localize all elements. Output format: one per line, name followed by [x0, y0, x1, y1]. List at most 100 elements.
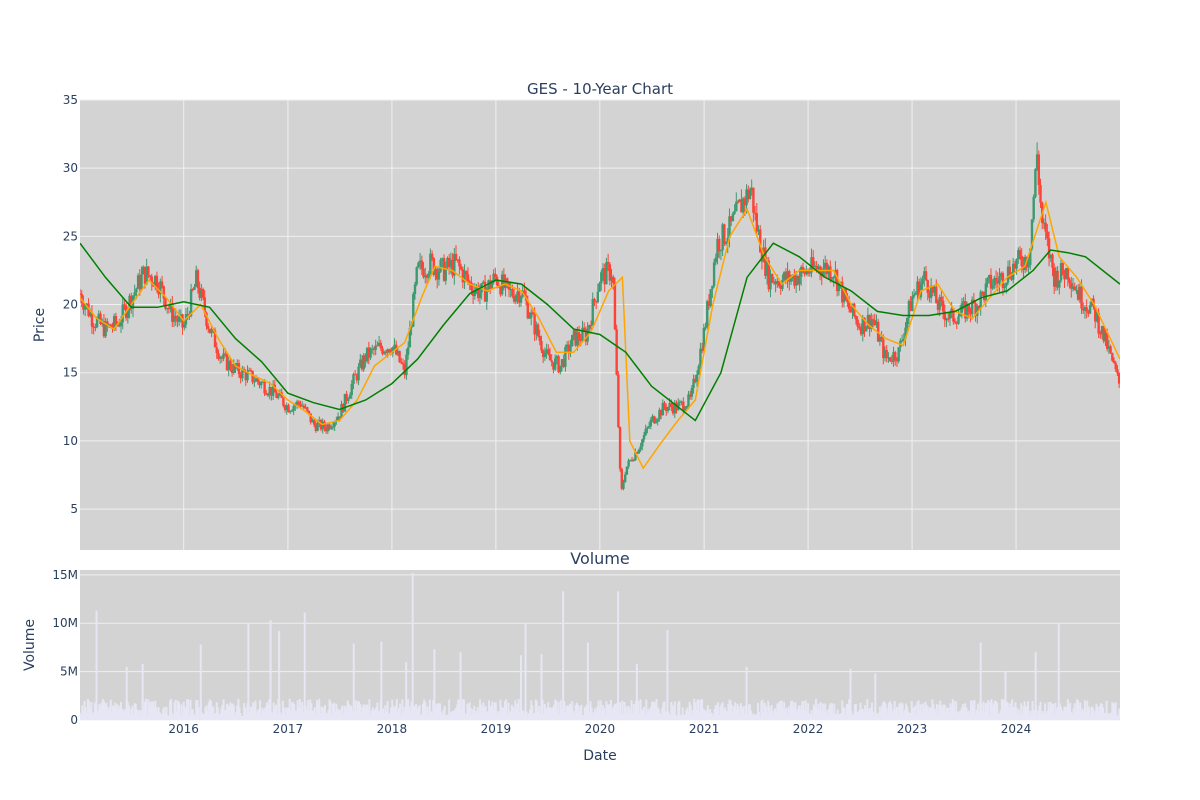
candle-body [718, 238, 721, 252]
volume-bar [706, 705, 709, 720]
volume-bar [576, 704, 579, 720]
volume-bar [539, 714, 542, 720]
candle-body [1100, 326, 1104, 334]
volume-chart-title: Volume [570, 549, 630, 568]
volume-bar [467, 706, 470, 720]
volume-bar [1024, 705, 1027, 720]
candle-body [333, 421, 336, 427]
volume-bar [366, 704, 369, 720]
volume-bar [344, 705, 347, 720]
candle-body [964, 301, 967, 319]
x-tick-label: 2023 [897, 722, 928, 736]
volume-bar [1038, 705, 1041, 720]
candle-body [191, 289, 195, 291]
volume-bar [598, 706, 601, 720]
volume-bar [382, 708, 385, 720]
volume-bar [1028, 715, 1031, 720]
candle-body [1015, 259, 1018, 269]
candle-body [150, 276, 153, 284]
candle-body [627, 460, 630, 467]
candle-body [622, 482, 625, 489]
volume-bar [522, 710, 525, 720]
candle-body [447, 257, 451, 268]
volume-bar [1075, 699, 1078, 720]
volume-bar [925, 704, 928, 720]
candle-body [249, 370, 253, 372]
volume-bar [835, 713, 838, 720]
candle-body [289, 410, 292, 413]
volume-bar [336, 708, 339, 720]
candle-body [1006, 266, 1010, 283]
candle-body [314, 424, 318, 431]
volume-bar [369, 714, 372, 720]
volume-bar [376, 702, 379, 720]
candle-body [169, 303, 172, 310]
volume-bar [1021, 712, 1024, 720]
volume-bar [575, 702, 578, 720]
candle-body [179, 314, 183, 317]
volume-bar [1001, 699, 1004, 720]
candle-body [299, 403, 302, 407]
volume-spike-bar [849, 668, 852, 720]
volume-bar [426, 706, 429, 720]
candle-body [359, 359, 362, 367]
volume-bar [717, 702, 720, 720]
candle-body [1059, 263, 1063, 281]
volume-spike-bar [979, 642, 982, 720]
candle-body [417, 262, 420, 268]
volume-bar [145, 698, 148, 720]
volume-bar [824, 703, 827, 720]
volume-bar [305, 709, 308, 720]
volume-bar [521, 711, 524, 720]
candle-body [948, 312, 952, 319]
volume-bar [1012, 706, 1015, 720]
volume-bar [993, 700, 996, 720]
volume-bar [259, 700, 262, 720]
volume-bar [747, 704, 750, 720]
candle-body [237, 363, 241, 375]
candle-body [1051, 254, 1054, 268]
candle-body [543, 352, 547, 358]
volume-bar [1003, 700, 1006, 720]
candle-body [559, 365, 562, 373]
volume-bar [604, 714, 607, 720]
candle-body [254, 378, 258, 382]
candle-body [813, 265, 817, 267]
candle-body [589, 325, 593, 327]
volume-bar [516, 703, 519, 720]
volume-bar [311, 710, 314, 720]
volume-bar [736, 703, 739, 720]
candle-body [540, 340, 543, 351]
volume-bar [656, 707, 659, 720]
volume-bar [159, 715, 162, 720]
candle-body [666, 407, 670, 412]
volume-bar [615, 703, 618, 720]
candle-body [162, 286, 165, 299]
volume-bar [1081, 708, 1084, 720]
volume-bar [1037, 710, 1040, 720]
volume-spike-bar [278, 630, 281, 720]
volume-bar [597, 700, 600, 720]
volume-bar [156, 713, 159, 720]
volume-bar [105, 702, 108, 720]
volume-bar [538, 705, 541, 720]
volume-bar [155, 707, 158, 720]
volume-bar [80, 714, 83, 720]
volume-bar [1053, 714, 1056, 720]
volume-spike-bar [380, 641, 383, 720]
candle-body [530, 312, 533, 318]
volume-bar [689, 704, 692, 720]
candle-body [892, 352, 895, 362]
candle-body [441, 258, 444, 260]
volume-bar [771, 710, 774, 720]
volume-bar [300, 708, 303, 720]
volume-bar [844, 715, 847, 720]
volume-bar [926, 706, 929, 720]
volume-bar [878, 706, 881, 720]
candle-body [755, 213, 759, 232]
volume-bar [959, 710, 962, 720]
volume-bar [808, 713, 811, 720]
volume-bar [465, 713, 468, 720]
candle-body [841, 281, 844, 303]
candle-body [673, 402, 676, 414]
